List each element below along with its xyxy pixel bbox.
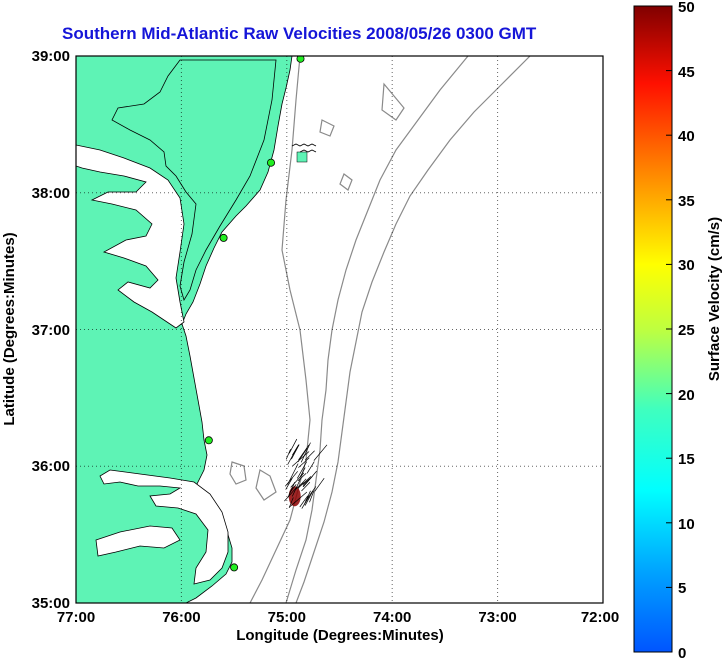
velocity-vector bbox=[284, 471, 298, 487]
colorbar-tick-label: 45 bbox=[678, 64, 695, 81]
y-tick-label: 37:00 bbox=[32, 322, 70, 339]
velocity-vector bbox=[304, 450, 315, 461]
y-tick-label: 36:00 bbox=[32, 458, 70, 475]
velocity-vector bbox=[289, 484, 297, 493]
colorbar bbox=[633, 5, 673, 653]
y-tick-labels: 39:00 38:00 37:00 36:00 35:00 bbox=[32, 48, 70, 612]
x-tick-label: 76:00 bbox=[162, 609, 200, 626]
velocity-vector bbox=[288, 497, 294, 509]
colorbar-tick-label: 15 bbox=[678, 451, 695, 468]
velocity-vector bbox=[292, 451, 310, 467]
plot-frame bbox=[75, 55, 604, 604]
velocity-vector bbox=[299, 478, 307, 487]
velocity-vector bbox=[302, 477, 312, 485]
velocity-vector bbox=[284, 485, 298, 502]
station-marker bbox=[266, 158, 275, 167]
velocity-vector bbox=[297, 473, 307, 482]
colorbar-ticks bbox=[666, 5, 672, 653]
colorbar-tick-label: 10 bbox=[678, 516, 695, 533]
velocity-vector bbox=[301, 481, 311, 492]
colorbar-title: Surface Velocity (cm/s) bbox=[706, 217, 723, 381]
y-axis-title: Latitude (Degrees:Minutes) bbox=[1, 232, 18, 425]
colorbar-tick-labels: 50 45 40 35 30 25 20 15 10 5 0 bbox=[678, 0, 695, 659]
chesapeake-bay bbox=[76, 144, 185, 329]
velocity-vector bbox=[313, 444, 328, 461]
velocity-vector bbox=[299, 495, 309, 508]
map-title: Southern Mid-Atlantic Raw Velocities 200… bbox=[62, 24, 537, 43]
colorbar-tick-label: 50 bbox=[678, 0, 695, 16]
velocity-vector bbox=[298, 457, 310, 468]
station-marker bbox=[219, 233, 228, 242]
colorbar-tick-label: 0 bbox=[678, 645, 686, 659]
velocity-vector bbox=[306, 461, 315, 474]
colorbar-tick-label: 25 bbox=[678, 322, 695, 339]
pamlico-inlet bbox=[95, 525, 181, 557]
colorbar-tick-label: 5 bbox=[678, 580, 686, 597]
velocity-vector bbox=[290, 472, 305, 488]
peninsula bbox=[111, 59, 277, 301]
colorbar-tick-label: 30 bbox=[678, 257, 695, 274]
velocity-vector bbox=[296, 461, 308, 479]
station-marker bbox=[230, 563, 239, 572]
velocity-vector bbox=[309, 490, 315, 503]
velocity-vector bbox=[287, 444, 299, 465]
x-tick-label: 74:00 bbox=[373, 609, 411, 626]
velocity-vector bbox=[289, 491, 308, 508]
velocity-vectors bbox=[284, 438, 328, 509]
x-axis-title: Longitude (Degrees:Minutes) bbox=[236, 627, 444, 644]
station-marker bbox=[296, 56, 305, 63]
pamlico-sound bbox=[99, 469, 229, 585]
platform-icon bbox=[291, 143, 317, 163]
velocity-vector bbox=[288, 438, 298, 454]
velocity-vector bbox=[297, 476, 312, 489]
velocity-vector bbox=[300, 442, 311, 463]
velocity-vector bbox=[298, 444, 310, 461]
colorbar-tick-label: 35 bbox=[678, 193, 695, 210]
y-tick-label: 38:00 bbox=[32, 185, 70, 202]
velocity-vector bbox=[304, 490, 314, 506]
station-marker bbox=[204, 436, 213, 445]
map-layers bbox=[76, 56, 603, 603]
x-tick-label: 73:00 bbox=[478, 609, 516, 626]
colorbar-tick-label: 40 bbox=[678, 128, 695, 145]
x-tick-label: 75:00 bbox=[268, 609, 306, 626]
x-tick-labels: 77:00 76:00 75:00 74:00 73:00 72:00 bbox=[57, 609, 619, 626]
radar-stations bbox=[204, 56, 305, 572]
velocity-vector bbox=[285, 477, 293, 490]
x-tick-label: 72:00 bbox=[581, 609, 619, 626]
x-tick-label: 77:00 bbox=[57, 609, 95, 626]
velocity-vector bbox=[303, 490, 311, 506]
y-tick-label: 39:00 bbox=[32, 48, 70, 65]
velocity-vector bbox=[314, 477, 325, 492]
velocity-vector bbox=[285, 448, 291, 460]
y-tick-label: 35:00 bbox=[32, 595, 70, 612]
velocity-vector bbox=[291, 444, 300, 460]
colorbar-tick-label: 20 bbox=[678, 387, 695, 404]
